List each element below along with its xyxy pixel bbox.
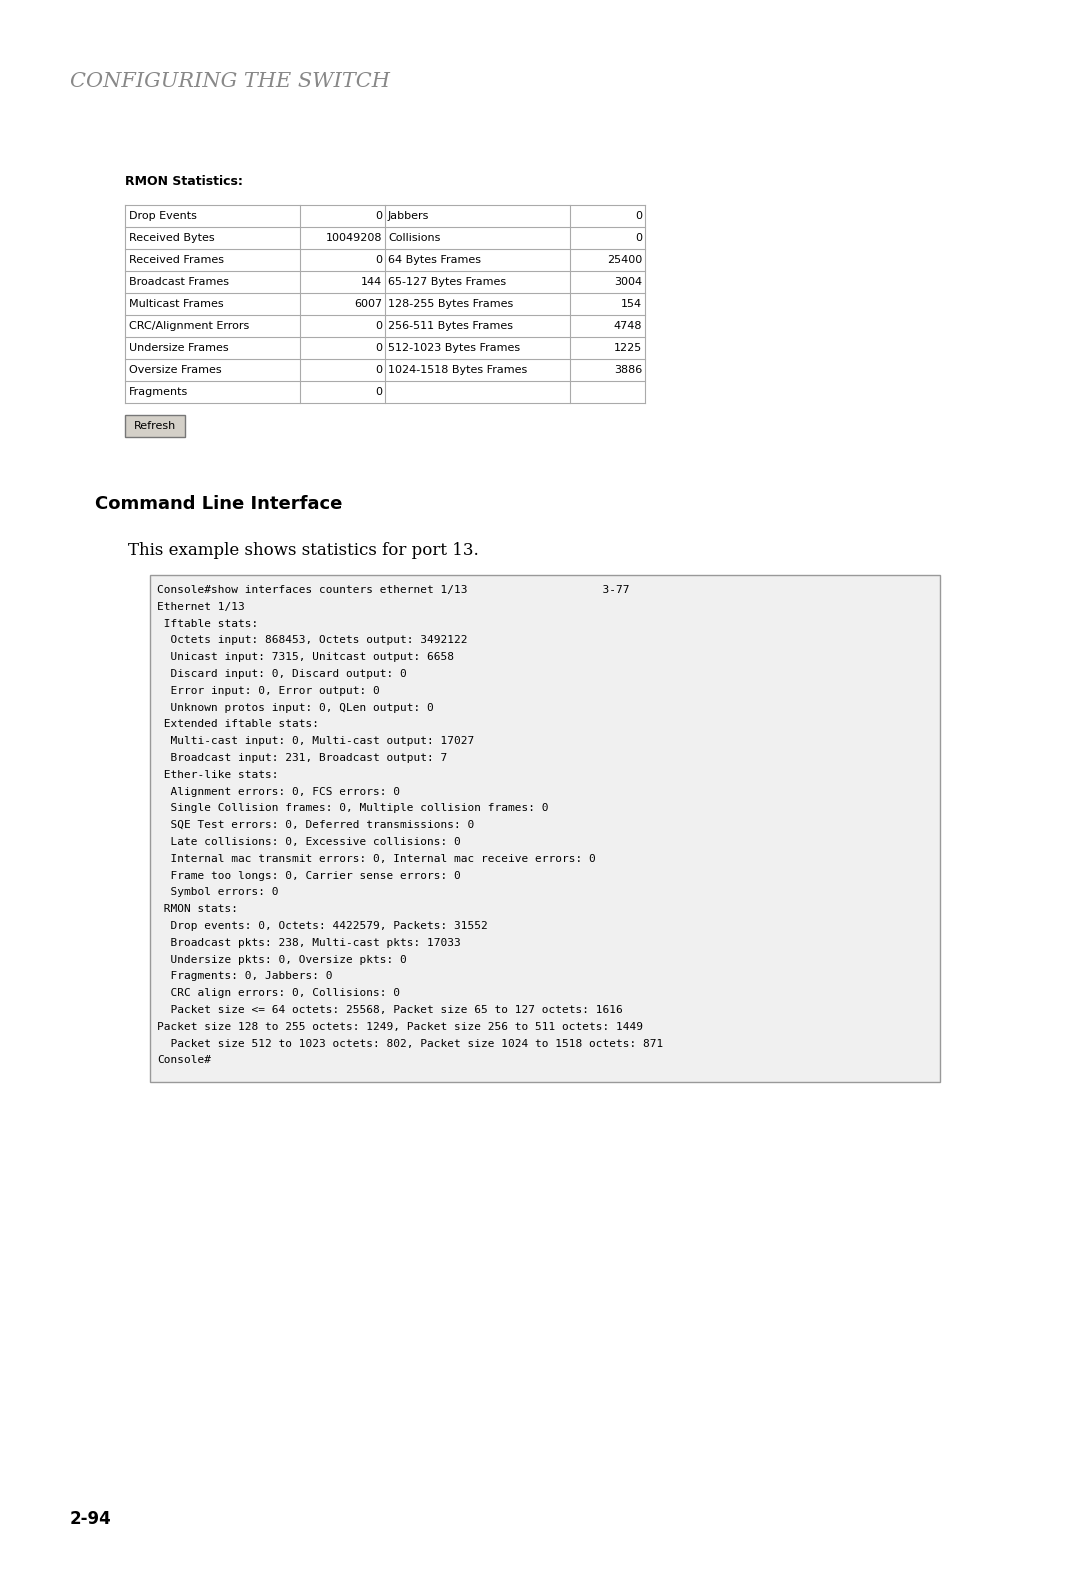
Text: 0: 0 <box>375 254 382 265</box>
Text: 128-255 Bytes Frames: 128-255 Bytes Frames <box>388 298 513 309</box>
Text: SQE Test errors: 0, Deferred transmissions: 0: SQE Test errors: 0, Deferred transmissio… <box>157 820 474 831</box>
Text: Console#show interfaces counters ethernet 1/13                    3-77: Console#show interfaces counters etherne… <box>157 586 630 595</box>
Text: RMON stats:: RMON stats: <box>157 904 238 914</box>
Text: 65-127 Bytes Frames: 65-127 Bytes Frames <box>388 276 507 287</box>
Text: 1225: 1225 <box>613 342 642 353</box>
Text: 2-94: 2-94 <box>70 1510 111 1528</box>
Text: Discard input: 0, Discard output: 0: Discard input: 0, Discard output: 0 <box>157 669 407 678</box>
Text: Packet size <= 64 octets: 25568, Packet size 65 to 127 octets: 1616: Packet size <= 64 octets: 25568, Packet … <box>157 1005 623 1014</box>
Text: Iftable stats:: Iftable stats: <box>157 619 258 628</box>
Text: RMON Statistics:: RMON Statistics: <box>125 174 243 188</box>
Text: Drop Events: Drop Events <box>129 210 197 221</box>
Text: Packet size 128 to 255 octets: 1249, Packet size 256 to 511 octets: 1449: Packet size 128 to 255 octets: 1249, Pac… <box>157 1022 643 1031</box>
Text: Octets input: 868453, Octets output: 3492122: Octets input: 868453, Octets output: 349… <box>157 636 468 645</box>
Text: This example shows statistics for port 13.: This example shows statistics for port 1… <box>129 542 478 559</box>
Text: Extended iftable stats:: Extended iftable stats: <box>157 719 319 730</box>
Text: Error input: 0, Error output: 0: Error input: 0, Error output: 0 <box>157 686 380 696</box>
Text: 0: 0 <box>375 320 382 331</box>
Text: 25400: 25400 <box>607 254 642 265</box>
Text: Unknown protos input: 0, QLen output: 0: Unknown protos input: 0, QLen output: 0 <box>157 703 434 713</box>
Text: Undersize Frames: Undersize Frames <box>129 342 229 353</box>
Text: Refresh: Refresh <box>134 421 176 432</box>
Text: CRC/Alignment Errors: CRC/Alignment Errors <box>129 320 249 331</box>
Text: 0: 0 <box>375 386 382 397</box>
Text: 6007: 6007 <box>354 298 382 309</box>
Text: Broadcast input: 231, Broadcast output: 7: Broadcast input: 231, Broadcast output: … <box>157 754 447 763</box>
Text: Late collisions: 0, Excessive collisions: 0: Late collisions: 0, Excessive collisions… <box>157 837 461 846</box>
Text: Internal mac transmit errors: 0, Internal mac receive errors: 0: Internal mac transmit errors: 0, Interna… <box>157 854 596 864</box>
Text: Symbol errors: 0: Symbol errors: 0 <box>157 887 279 898</box>
Text: Packet size 512 to 1023 octets: 802, Packet size 1024 to 1518 octets: 871: Packet size 512 to 1023 octets: 802, Pac… <box>157 1039 663 1049</box>
Text: Received Frames: Received Frames <box>129 254 224 265</box>
Text: Received Bytes: Received Bytes <box>129 232 215 243</box>
Text: Undersize pkts: 0, Oversize pkts: 0: Undersize pkts: 0, Oversize pkts: 0 <box>157 955 407 964</box>
Text: Fragments: Fragments <box>129 386 188 397</box>
Text: 512-1023 Bytes Frames: 512-1023 Bytes Frames <box>388 342 521 353</box>
Text: Jabbers: Jabbers <box>388 210 430 221</box>
Text: Console#: Console# <box>157 1055 211 1066</box>
Text: 1024-1518 Bytes Frames: 1024-1518 Bytes Frames <box>388 364 527 375</box>
FancyBboxPatch shape <box>126 416 186 438</box>
Text: 0: 0 <box>375 342 382 353</box>
Text: 0: 0 <box>375 210 382 221</box>
Text: Unicast input: 7315, Unitcast output: 6658: Unicast input: 7315, Unitcast output: 66… <box>157 652 454 663</box>
Text: 0: 0 <box>635 210 642 221</box>
FancyBboxPatch shape <box>125 414 185 436</box>
Text: Oversize Frames: Oversize Frames <box>129 364 221 375</box>
Text: Drop events: 0, Octets: 4422579, Packets: 31552: Drop events: 0, Octets: 4422579, Packets… <box>157 922 488 931</box>
Text: 10049208: 10049208 <box>325 232 382 243</box>
Text: Broadcast Frames: Broadcast Frames <box>129 276 229 287</box>
Text: Frame too longs: 0, Carrier sense errors: 0: Frame too longs: 0, Carrier sense errors… <box>157 871 461 881</box>
Text: Multi-cast input: 0, Multi-cast output: 17027: Multi-cast input: 0, Multi-cast output: … <box>157 736 474 746</box>
Text: Collisions: Collisions <box>388 232 441 243</box>
Text: 0: 0 <box>375 364 382 375</box>
Text: 3886: 3886 <box>613 364 642 375</box>
Text: Ether-like stats:: Ether-like stats: <box>157 769 279 780</box>
Text: Single Collision frames: 0, Multiple collision frames: 0: Single Collision frames: 0, Multiple col… <box>157 804 549 813</box>
Text: Broadcast pkts: 238, Multi-cast pkts: 17033: Broadcast pkts: 238, Multi-cast pkts: 17… <box>157 937 461 948</box>
Text: Ethernet 1/13: Ethernet 1/13 <box>157 601 245 612</box>
FancyBboxPatch shape <box>150 575 940 1082</box>
Text: CONFIGURING THE SWITCH: CONFIGURING THE SWITCH <box>70 72 390 91</box>
Text: Command Line Interface: Command Line Interface <box>95 495 342 513</box>
Text: CRC align errors: 0, Collisions: 0: CRC align errors: 0, Collisions: 0 <box>157 988 400 999</box>
Text: Multicast Frames: Multicast Frames <box>129 298 224 309</box>
Text: Fragments: 0, Jabbers: 0: Fragments: 0, Jabbers: 0 <box>157 972 333 981</box>
Text: 256-511 Bytes Frames: 256-511 Bytes Frames <box>388 320 513 331</box>
Text: 64 Bytes Frames: 64 Bytes Frames <box>388 254 481 265</box>
Text: 154: 154 <box>621 298 642 309</box>
Text: 4748: 4748 <box>613 320 642 331</box>
Text: Alignment errors: 0, FCS errors: 0: Alignment errors: 0, FCS errors: 0 <box>157 787 400 796</box>
Text: 144: 144 <box>361 276 382 287</box>
Text: 3004: 3004 <box>613 276 642 287</box>
Text: 0: 0 <box>635 232 642 243</box>
